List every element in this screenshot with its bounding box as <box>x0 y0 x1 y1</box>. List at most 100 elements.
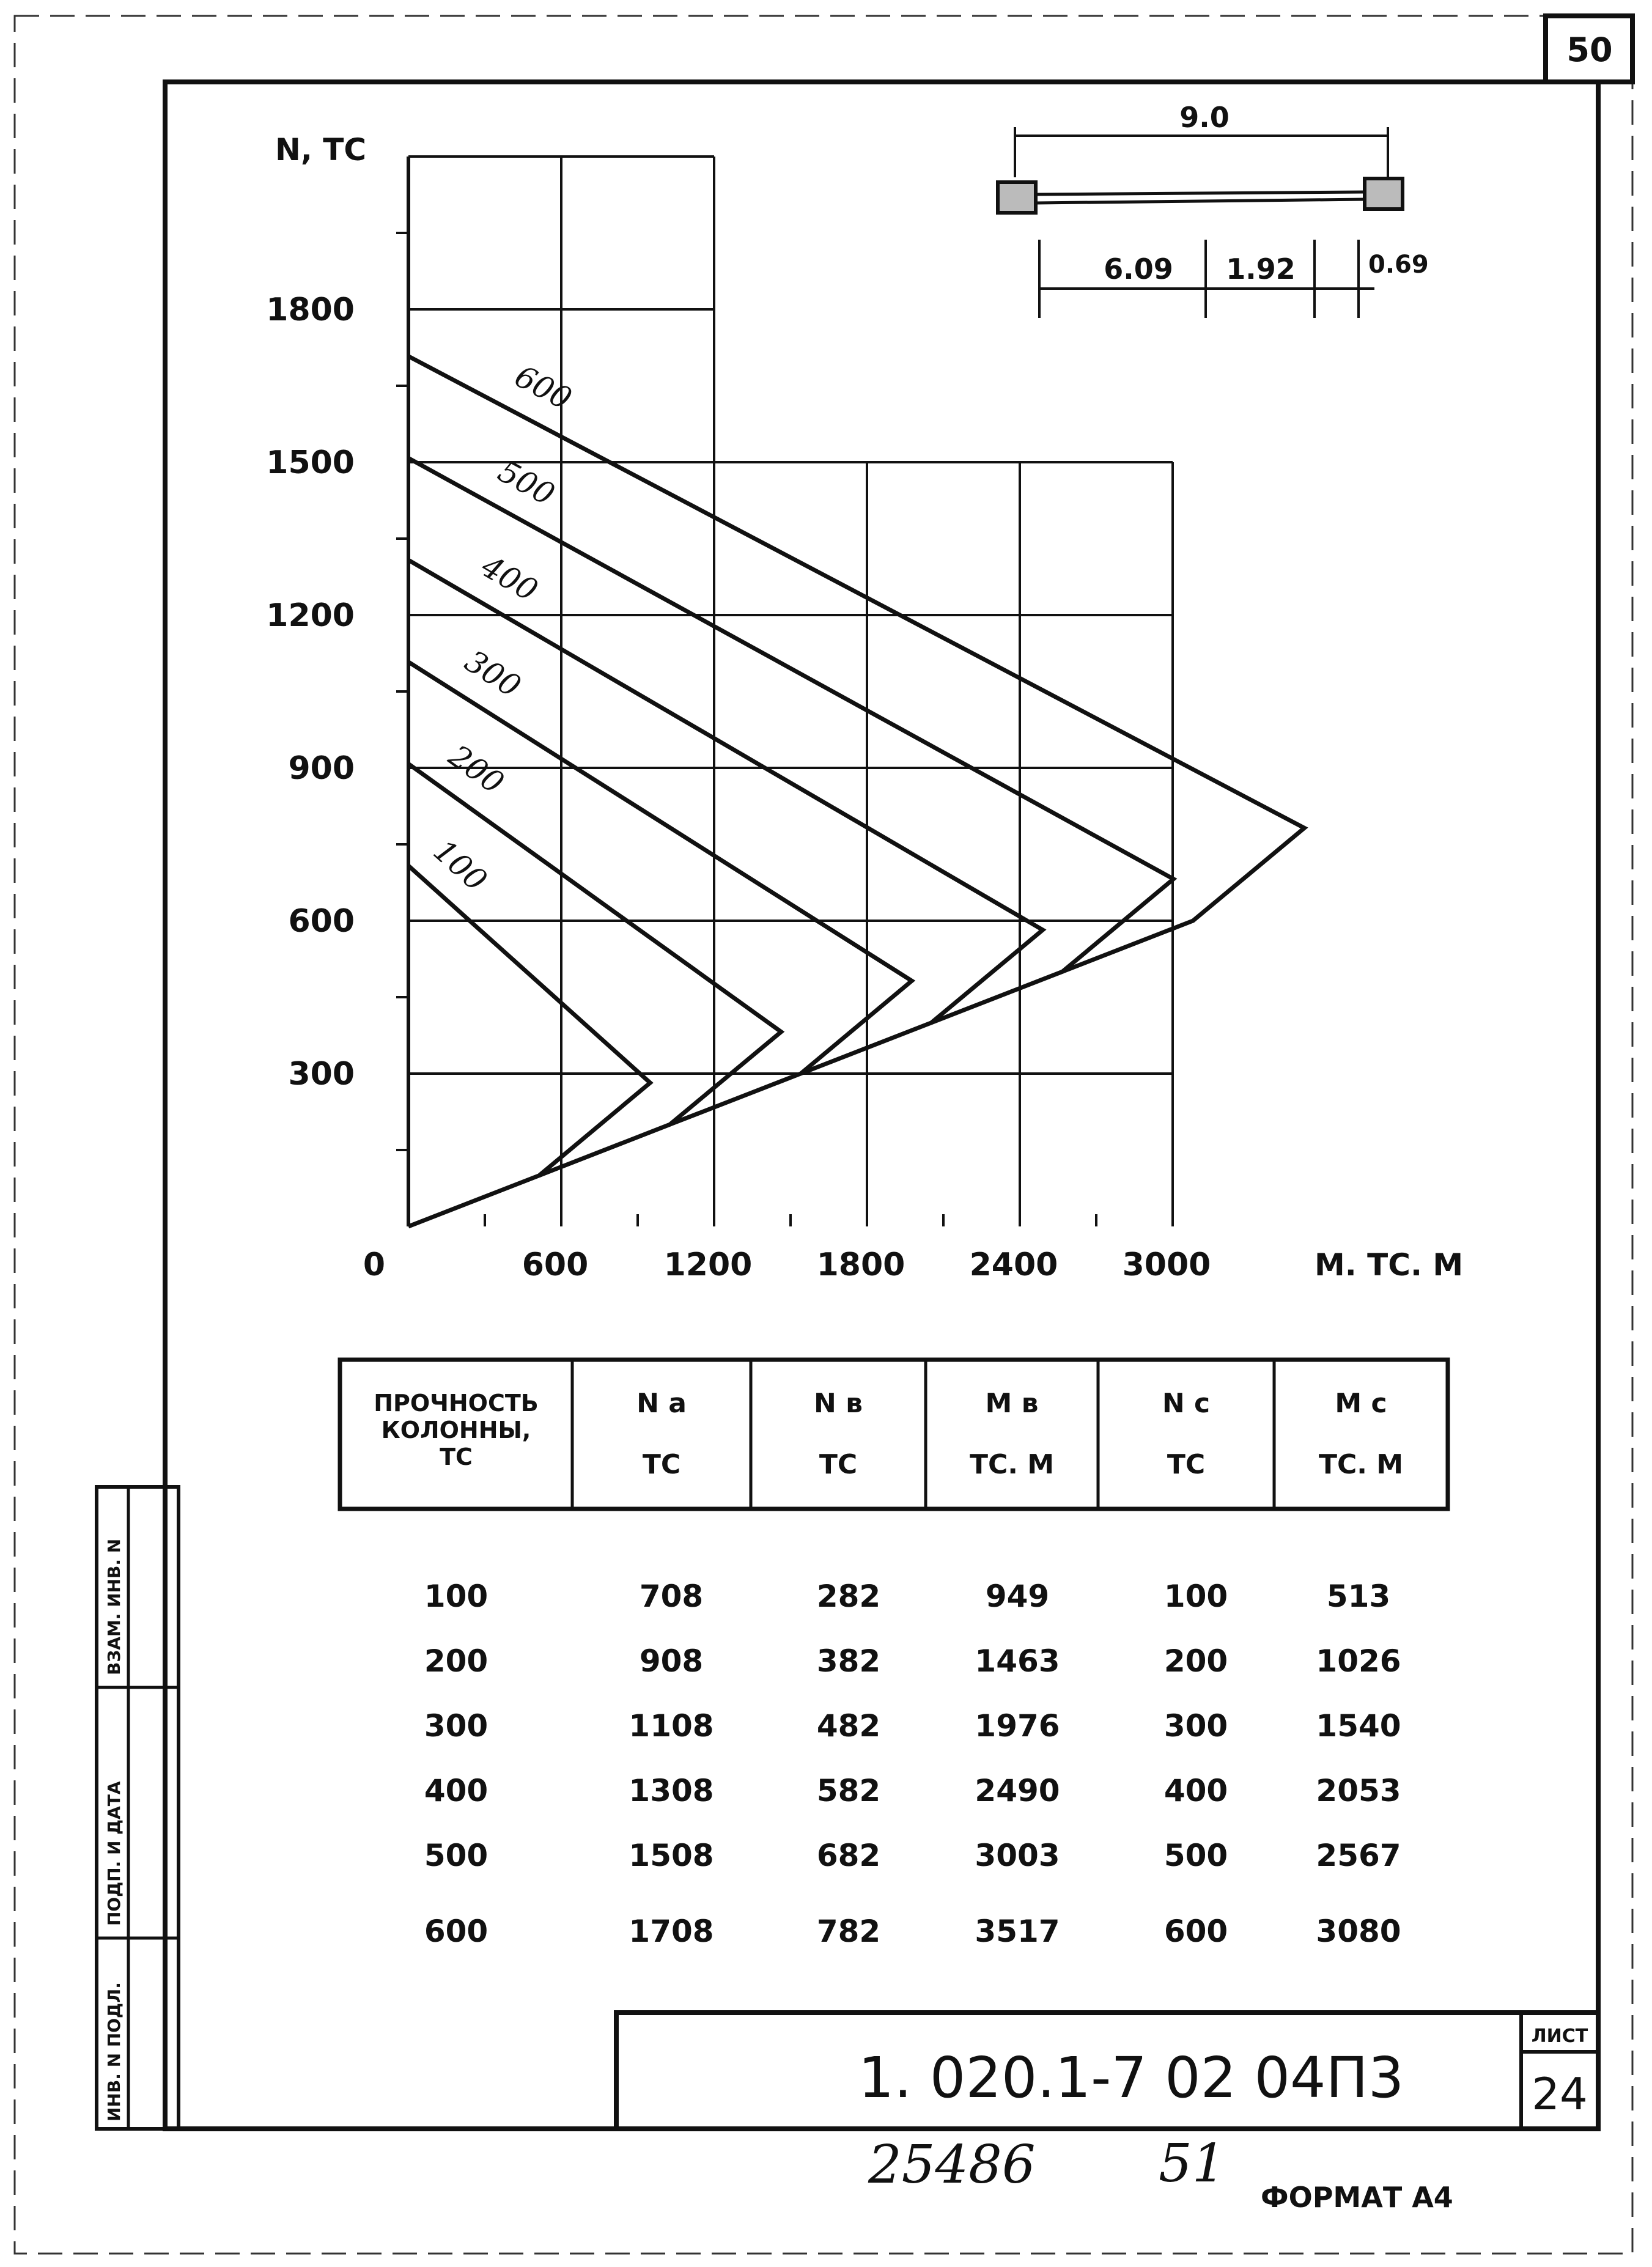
table-cell: 1463 <box>975 1643 1060 1679</box>
table-cell: 200 <box>424 1643 488 1679</box>
table-cell: 949 <box>986 1579 1049 1614</box>
table-header-cell: N c <box>1162 1388 1210 1419</box>
table-cell: 1540 <box>1316 1708 1401 1744</box>
table-header-box <box>337 1357 1450 1511</box>
series-label-400: 400 <box>475 548 544 608</box>
y-tick-label: 1200 <box>266 597 355 634</box>
y-tick-label: 1800 <box>266 292 355 328</box>
chart-tick-labels: 300 600 900 1200 1500 1800 0 600 1200 1800 2400 300… <box>266 292 1211 1283</box>
document-code: 1. 020.1-7 02 04П3 <box>858 2045 1404 2110</box>
series-label-600: 600 <box>509 358 577 417</box>
y-tick-label: 900 <box>288 750 355 787</box>
table-cell: 300 <box>424 1708 488 1744</box>
table-cell: 400 <box>424 1773 488 1808</box>
table-cell: 782 <box>817 1914 880 1949</box>
inner-frame <box>163 79 1601 2131</box>
series-line-100 <box>407 864 654 1229</box>
side-stamp: ИНВ. N ПОДЛ. ПОДП. И ДАТА ВЗАМ. ИНВ. N <box>95 1485 180 2131</box>
table-cell: 282 <box>817 1579 880 1614</box>
table-cell: 500 <box>1164 1838 1228 1873</box>
table-cell: 1108 <box>629 1708 714 1744</box>
x-tick-label: 1800 <box>817 1247 905 1283</box>
table-cell: 2490 <box>975 1773 1060 1808</box>
list-number: 24 <box>1532 2068 1588 2120</box>
x-axis-label: M. ТС. М <box>1315 1247 1463 1283</box>
beam-sketch: 9.0 6.09 1.92 0.69 <box>996 101 1429 318</box>
table-cell: 2053 <box>1316 1773 1401 1808</box>
table-cell: 582 <box>817 1773 880 1808</box>
corner-number: 50 <box>1566 31 1612 69</box>
chart-grid <box>408 155 1174 1226</box>
x-tick-label: 600 <box>522 1247 589 1283</box>
x-tick-label: 2400 <box>970 1247 1058 1283</box>
y-tick-label: 600 <box>288 903 355 940</box>
table-cell: 513 <box>1327 1579 1390 1614</box>
table-header-cell: ТС. М <box>970 1449 1054 1480</box>
table-cell: 3080 <box>1316 1914 1401 1949</box>
table-cell: 600 <box>424 1914 488 1949</box>
series-line-200 <box>407 762 785 1178</box>
table-cell: 100 <box>1164 1579 1228 1614</box>
y-tick-label: 1500 <box>266 444 355 481</box>
series-line-600 <box>407 354 1308 974</box>
beam-span-label: 9.0 <box>1179 101 1230 134</box>
table-cell: 200 <box>1164 1643 1228 1679</box>
table-cell: 682 <box>817 1838 880 1873</box>
beam-segment-3: 0.69 <box>1368 251 1429 279</box>
table-header-cell: ТС. М <box>1319 1449 1403 1480</box>
side-label-sign: ПОДП. И ДАТА <box>104 1781 124 1926</box>
table-cell: 600 <box>1164 1914 1228 1949</box>
handwritten-number-a: 25486 <box>868 2134 1036 2195</box>
table-cell: 300 <box>1164 1708 1228 1744</box>
side-label-inv: ИНВ. N ПОДЛ. <box>104 1982 124 2121</box>
table-header-cell: ТС <box>440 1443 473 1470</box>
table-header-cell: N в <box>814 1388 863 1419</box>
series-line-300 <box>407 660 916 1127</box>
table-cell: 3517 <box>975 1914 1060 1949</box>
table-cell: 1708 <box>629 1914 714 1949</box>
table-cell: 400 <box>1164 1773 1228 1808</box>
list-label: ЛИСТ <box>1532 2026 1588 2047</box>
table-header-cell: ТС <box>819 1449 857 1480</box>
y-tick-label: 300 <box>288 1056 355 1093</box>
table-cell: 1026 <box>1316 1643 1401 1679</box>
table-cell: 1976 <box>975 1708 1060 1744</box>
series-line-400 <box>407 558 1047 1076</box>
table-header-cell: ПРОЧНОСТЬ <box>374 1390 539 1417</box>
series-label-200: 200 <box>442 738 511 801</box>
x-tick-label: 0 <box>363 1247 385 1283</box>
table-cell: 382 <box>817 1643 880 1679</box>
table-cell: 100 <box>424 1579 488 1614</box>
beam-segment-2: 1.92 <box>1226 253 1296 286</box>
y-axis-label: N, ТС <box>275 132 366 168</box>
title-block: 1. 020.1-7 02 04П3 ЛИСТ 24 <box>614 2010 1601 2131</box>
format-label: ФОРМАТ А4 <box>1261 2181 1453 2214</box>
corner-number-box: 50 <box>1543 13 1635 2129</box>
handwritten-number-b: 51 <box>1159 2133 1225 2194</box>
series-line-500 <box>407 456 1178 1025</box>
table-header-cell: M c <box>1335 1388 1387 1419</box>
table-header-cell: КОЛОННЫ, <box>382 1417 531 1443</box>
table-header-cell: N a <box>636 1388 687 1419</box>
table-cell: 908 <box>640 1643 703 1679</box>
table-cell: 1508 <box>629 1838 714 1873</box>
x-tick-label: 1200 <box>664 1247 753 1283</box>
outer-border <box>13 15 1634 2255</box>
table-header-cell: ТС <box>643 1449 680 1480</box>
x-tick-label: 3000 <box>1123 1247 1211 1283</box>
table-cell: 500 <box>424 1838 488 1873</box>
chart-axes <box>396 157 1097 1226</box>
table-cell: 708 <box>640 1579 703 1614</box>
table-header-cell: M в <box>986 1388 1039 1419</box>
table-header-cell: ТС <box>1167 1449 1205 1480</box>
beam-segment-1: 6.09 <box>1104 253 1173 286</box>
table-cell: 3003 <box>975 1838 1060 1873</box>
table-cell: 482 <box>817 1708 880 1744</box>
side-label-replace: ВЗАМ. ИНВ. N <box>104 1539 124 1675</box>
series-label-300: 300 <box>459 643 527 704</box>
table-cell: 2567 <box>1316 1838 1401 1873</box>
